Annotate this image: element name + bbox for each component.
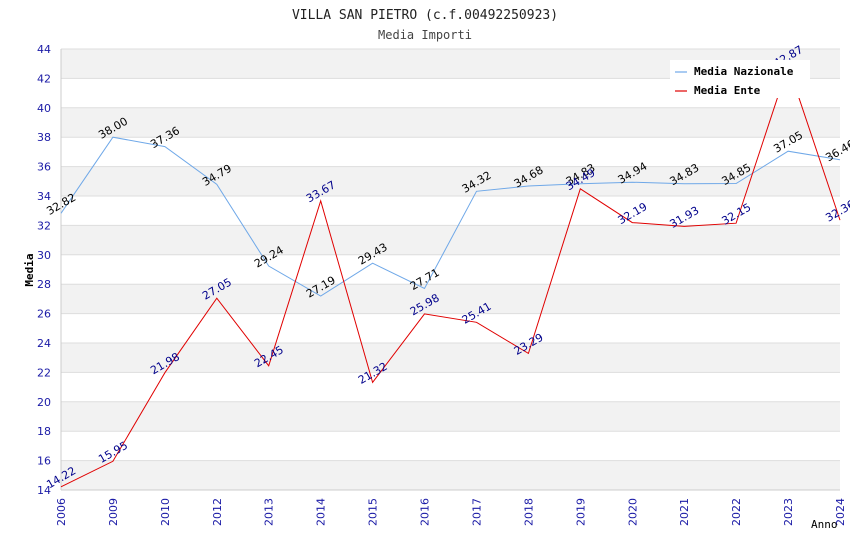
grid-bands — [61, 49, 840, 490]
x-tick-label: 2023 — [782, 498, 795, 526]
x-axis-ticks: 2006 2009 2010 2012 2013 2014 2015 2016 2017 2018… — [55, 498, 847, 526]
x-tick-label: 2018 — [522, 498, 535, 526]
grid-band — [61, 166, 840, 196]
y-tick-label: 24 — [37, 337, 51, 350]
x-tick-label: 2021 — [678, 498, 691, 526]
grid-lines — [60, 48, 840, 491]
y-tick-label: 16 — [37, 455, 51, 468]
x-axis-label: Anno — [811, 518, 838, 531]
x-tick-label: 2022 — [730, 498, 743, 526]
x-tick-label: 2016 — [419, 498, 432, 526]
grid-band — [61, 460, 840, 490]
data-label: 36.46 — [823, 137, 850, 164]
legend-box — [670, 60, 810, 98]
y-tick-label: 38 — [37, 131, 51, 144]
y-tick-label: 18 — [37, 425, 51, 438]
y-tick-label: 20 — [37, 396, 51, 409]
y-tick-label: 36 — [37, 161, 51, 174]
x-tick-label: 2009 — [107, 498, 120, 526]
legend-label-media-ente: Media Ente — [694, 84, 761, 97]
x-tick-label: 2014 — [315, 498, 328, 526]
series-lines — [60, 64, 841, 488]
y-axis-ticks: 14 16 18 20 22 24 26 28 30 32 34 36 38 40 42 44 — [37, 43, 51, 497]
chart-title: VILLA SAN PIETRO (c.f.00492250923) — [292, 8, 558, 23]
x-tick-label: 2006 — [55, 498, 68, 526]
legend: Media Nazionale Media Ente — [670, 60, 810, 98]
legend-label-media-nazionale: Media Nazionale — [694, 65, 794, 78]
grid-band — [61, 107, 840, 138]
x-tick-label: 2024 — [834, 498, 847, 526]
y-tick-label: 22 — [37, 366, 51, 379]
y-tick-label: 40 — [37, 102, 51, 115]
y-tick-label: 44 — [37, 43, 51, 56]
series-line-media-ente — [60, 64, 841, 488]
y-tick-label: 28 — [37, 278, 51, 291]
x-tick-label: 2017 — [470, 498, 483, 526]
y-tick-label: 34 — [37, 190, 51, 203]
grid-band — [61, 284, 840, 314]
y-tick-label: 30 — [37, 249, 51, 262]
x-tick-label: 2013 — [263, 498, 276, 526]
x-tick-label: 2012 — [211, 498, 224, 526]
x-tick-label: 2015 — [367, 498, 380, 526]
chart-subtitle: Media Importi — [378, 28, 472, 42]
data-label: 32.36 — [823, 198, 850, 225]
y-axis-label: Media — [23, 253, 36, 286]
series-line-media-nazionale — [60, 136, 841, 297]
y-tick-label: 42 — [37, 72, 51, 85]
grid-band — [61, 401, 840, 432]
x-tick-label: 2020 — [626, 498, 639, 526]
y-tick-label: 26 — [37, 308, 51, 321]
x-tick-label: 2010 — [159, 498, 172, 526]
grid-band — [61, 343, 840, 373]
y-tick-label: 32 — [37, 219, 51, 232]
y-tick-label: 14 — [37, 484, 51, 497]
x-tick-label: 2019 — [574, 498, 587, 526]
